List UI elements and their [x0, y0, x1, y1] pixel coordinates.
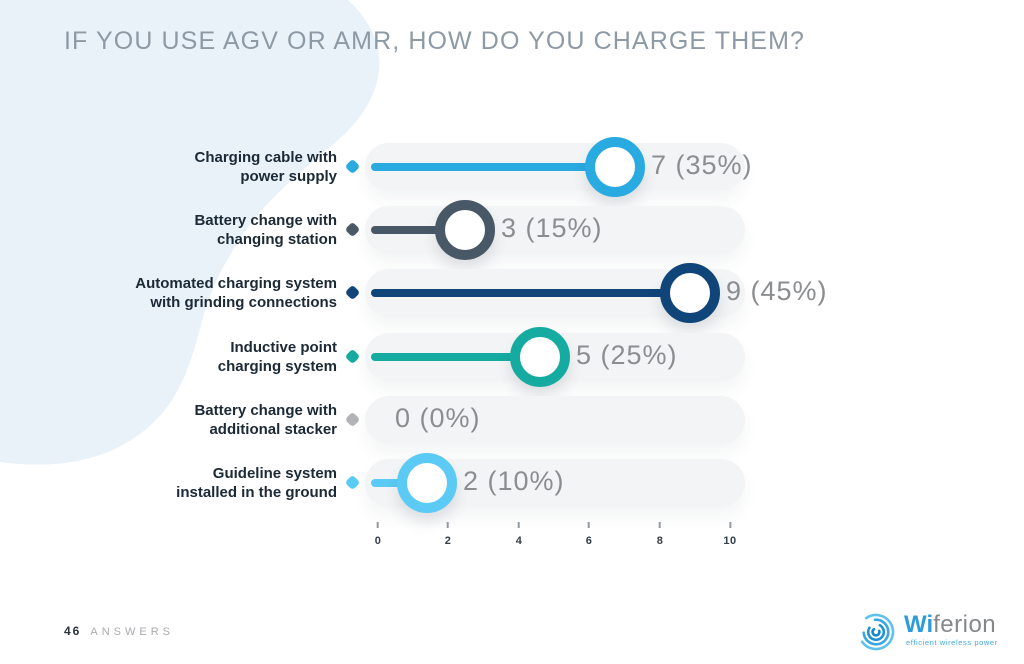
chart-row: Battery change with additional stacker 0 … [0, 389, 1024, 451]
value-label: 9 (45%) [726, 276, 828, 306]
wiferion-spiral-icon [857, 613, 895, 651]
tick-mark [659, 522, 661, 528]
chart-row: Automated charging system with grinding c… [0, 262, 1024, 324]
lollipop-ring [660, 263, 720, 323]
wiferion-wordmark: Wiferion efficient wireless power [904, 613, 998, 648]
x-axis-tick: 8 [657, 522, 664, 547]
category-marker-dot [344, 284, 361, 301]
value-label: 5 (25%) [576, 340, 678, 370]
x-axis-tick: 6 [586, 522, 593, 547]
tick-mark [588, 522, 590, 528]
lollipop-line [371, 289, 690, 297]
brand-name-bold: Wi [904, 611, 934, 638]
value-label: 2 (10%) [463, 466, 565, 496]
lollipop-ring [397, 453, 457, 513]
tick-mark [518, 522, 520, 528]
brand-name-rest: ferion [933, 611, 997, 638]
chart-row: Battery change with changing station 3 (1… [0, 199, 1024, 261]
category-marker-dot [344, 348, 361, 365]
answers-count: 46 [64, 624, 82, 638]
tick-label: 0 [374, 535, 382, 547]
x-axis-tick: 2 [445, 522, 452, 547]
tick-label: 8 [656, 535, 664, 547]
answers-footer: 46 ANSWERS [64, 624, 174, 638]
category-label: Inductive point charging system [217, 339, 337, 375]
value-label: 0 (0%) [395, 403, 481, 433]
tick-mark [729, 522, 731, 528]
row-background-pill [365, 396, 745, 444]
x-axis-tick: 4 [516, 522, 523, 547]
tick-label: 10 [723, 535, 737, 547]
lollipop-line [371, 226, 465, 234]
chart-row: Guideline system installed in the ground … [0, 452, 1024, 514]
lollipop-line [371, 353, 540, 361]
category-marker-dot [344, 411, 361, 428]
x-axis-tick: 0 [375, 522, 382, 547]
category-marker-dot [344, 158, 361, 175]
category-marker-dot [344, 474, 361, 491]
tick-label: 2 [444, 535, 452, 547]
answers-label: ANSWERS [90, 626, 174, 638]
lollipop-line [371, 163, 615, 171]
brand-tagline: efficient wireless power [906, 638, 998, 647]
value-label: 7 (35%) [651, 150, 753, 180]
tick-label: 6 [585, 535, 593, 547]
category-label: Battery change with additional stacker [194, 402, 337, 438]
tick-label: 4 [515, 535, 523, 547]
chart-row: Charging cable with power supply 7 (35%) [0, 136, 1024, 198]
x-axis-tick: 10 [723, 522, 736, 547]
chart-title: IF YOU USE AGV OR AMR, HOW DO YOU CHARGE… [64, 27, 805, 55]
lollipop-ring [510, 327, 570, 387]
brand-name: Wiferion [904, 613, 998, 637]
tick-mark [447, 522, 449, 528]
tick-mark [377, 522, 379, 528]
lollipop-ring [435, 200, 495, 260]
chart-row: Inductive point charging system 5 (25%) [0, 326, 1024, 388]
category-label: Automated charging system with grinding c… [135, 275, 337, 311]
category-label: Charging cable with power supply [194, 149, 337, 185]
value-label: 3 (15%) [501, 213, 603, 243]
category-label: Battery change with changing station [194, 212, 337, 248]
lollipop-ring [585, 137, 645, 197]
x-axis: 0 2 4 6 8 10 [0, 522, 1024, 558]
category-label: Guideline system installed in the ground [176, 465, 337, 501]
category-marker-dot [344, 221, 361, 238]
wiferion-logo: Wiferion efficient wireless power [854, 604, 998, 656]
